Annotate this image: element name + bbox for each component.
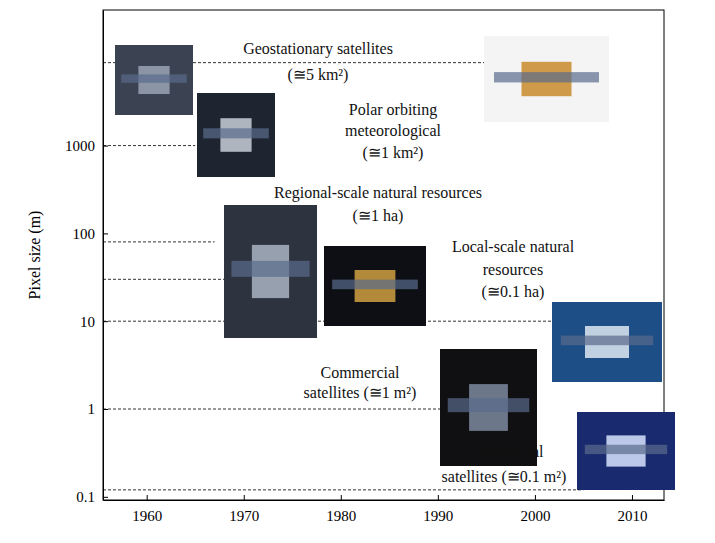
annotation: (≅1 ha)	[353, 207, 404, 225]
tick-mark	[632, 495, 633, 500]
satellite-image	[577, 412, 675, 490]
y-axis: 0.1 1 10 100 1000	[65, 11, 108, 506]
tick-label: 10	[80, 314, 95, 330]
tick-label: 1970	[229, 508, 259, 524]
tick: 1990	[423, 495, 453, 524]
satellite-image	[224, 205, 317, 338]
axis-line	[103, 11, 104, 501]
tick: 0.1	[76, 489, 108, 505]
photo-panel	[121, 74, 187, 82]
photo-panel	[494, 72, 599, 82]
annotation: satellites (≅0.1 m²)	[442, 468, 567, 486]
satellite-images	[115, 36, 675, 490]
annotation: (≅1 km²)	[363, 144, 424, 162]
reference-line	[103, 241, 215, 242]
satellite-image	[552, 302, 662, 382]
photo-background	[484, 36, 609, 122]
plot: 0.1 1 10 100 1000 1960 1970 1980 1990 2000 2010	[65, 10, 665, 524]
tick-label: 1	[88, 401, 96, 417]
tick: 1970	[229, 495, 259, 524]
tick-mark	[438, 495, 439, 500]
photo-panel	[585, 445, 667, 454]
satellite-image	[197, 93, 275, 177]
axis-line	[104, 500, 665, 501]
reference-line	[103, 145, 195, 146]
photo-background	[552, 302, 662, 382]
data-lines	[103, 63, 583, 490]
y-axis-title: Pixel size (m)	[26, 211, 44, 300]
tick-mark	[103, 497, 108, 498]
tick: 1	[88, 401, 109, 417]
photo-panel	[231, 261, 309, 277]
tick-mark	[103, 409, 108, 410]
tick-label: 1990	[423, 508, 453, 524]
reference-line	[103, 489, 583, 490]
tick-mark	[103, 233, 108, 234]
tick-label: 100	[73, 226, 96, 242]
annotation: Geostationary satellites	[243, 40, 393, 58]
satellite-image	[115, 45, 193, 115]
photo-background	[577, 412, 675, 490]
tick: 1980	[326, 495, 356, 524]
photo-background	[224, 205, 317, 338]
annotation: Local-scale natural	[452, 238, 575, 255]
annotation: satellites (≅1 m²)	[304, 384, 417, 402]
tick: 100	[73, 226, 109, 242]
tick-mark	[341, 495, 342, 500]
annotation: meteorological	[345, 122, 442, 140]
tick: 1960	[132, 495, 162, 524]
tick-label: 1960	[132, 508, 162, 524]
reference-line	[103, 279, 224, 280]
tick-label: 1000	[65, 138, 95, 154]
reference-line	[103, 409, 448, 410]
annotation: Polar orbiting	[349, 101, 437, 119]
tick-mark	[103, 146, 108, 147]
photo-panel	[203, 128, 269, 138]
annotation: Commercial	[464, 443, 544, 460]
tick: 10	[80, 314, 108, 330]
tick: 1000	[65, 138, 108, 154]
satellite-image	[484, 36, 609, 122]
photo-panel	[448, 398, 529, 412]
tick-label: 1980	[326, 508, 356, 524]
photo-panel	[332, 280, 418, 290]
tick-mark	[244, 495, 245, 500]
annotations: Geostationary satellites (≅5 km²)Polar or…	[243, 40, 574, 486]
tick-label: 0.1	[76, 489, 95, 505]
annotation: (≅5 km²)	[288, 66, 349, 84]
tick-mark	[103, 321, 108, 322]
tick-label: 2010	[617, 508, 647, 524]
annotation: Regional-scale natural resources	[274, 184, 482, 202]
tick: 2000	[520, 495, 550, 524]
annotation: Commercial	[320, 364, 400, 381]
annotation: resources	[483, 261, 543, 278]
annotation: (≅0.1 ha)	[482, 283, 545, 301]
tick: 2010	[617, 495, 647, 524]
photo-background	[197, 93, 275, 177]
tick-label: 2000	[520, 508, 550, 524]
photo-background	[115, 45, 193, 115]
photo-panel	[561, 336, 653, 346]
tick-mark	[535, 495, 536, 500]
satellite-image	[324, 246, 426, 326]
photo-background	[324, 246, 426, 326]
x-axis: 1960 1970 1980 1990 2000 2010	[104, 495, 665, 524]
tick-mark	[147, 495, 148, 500]
